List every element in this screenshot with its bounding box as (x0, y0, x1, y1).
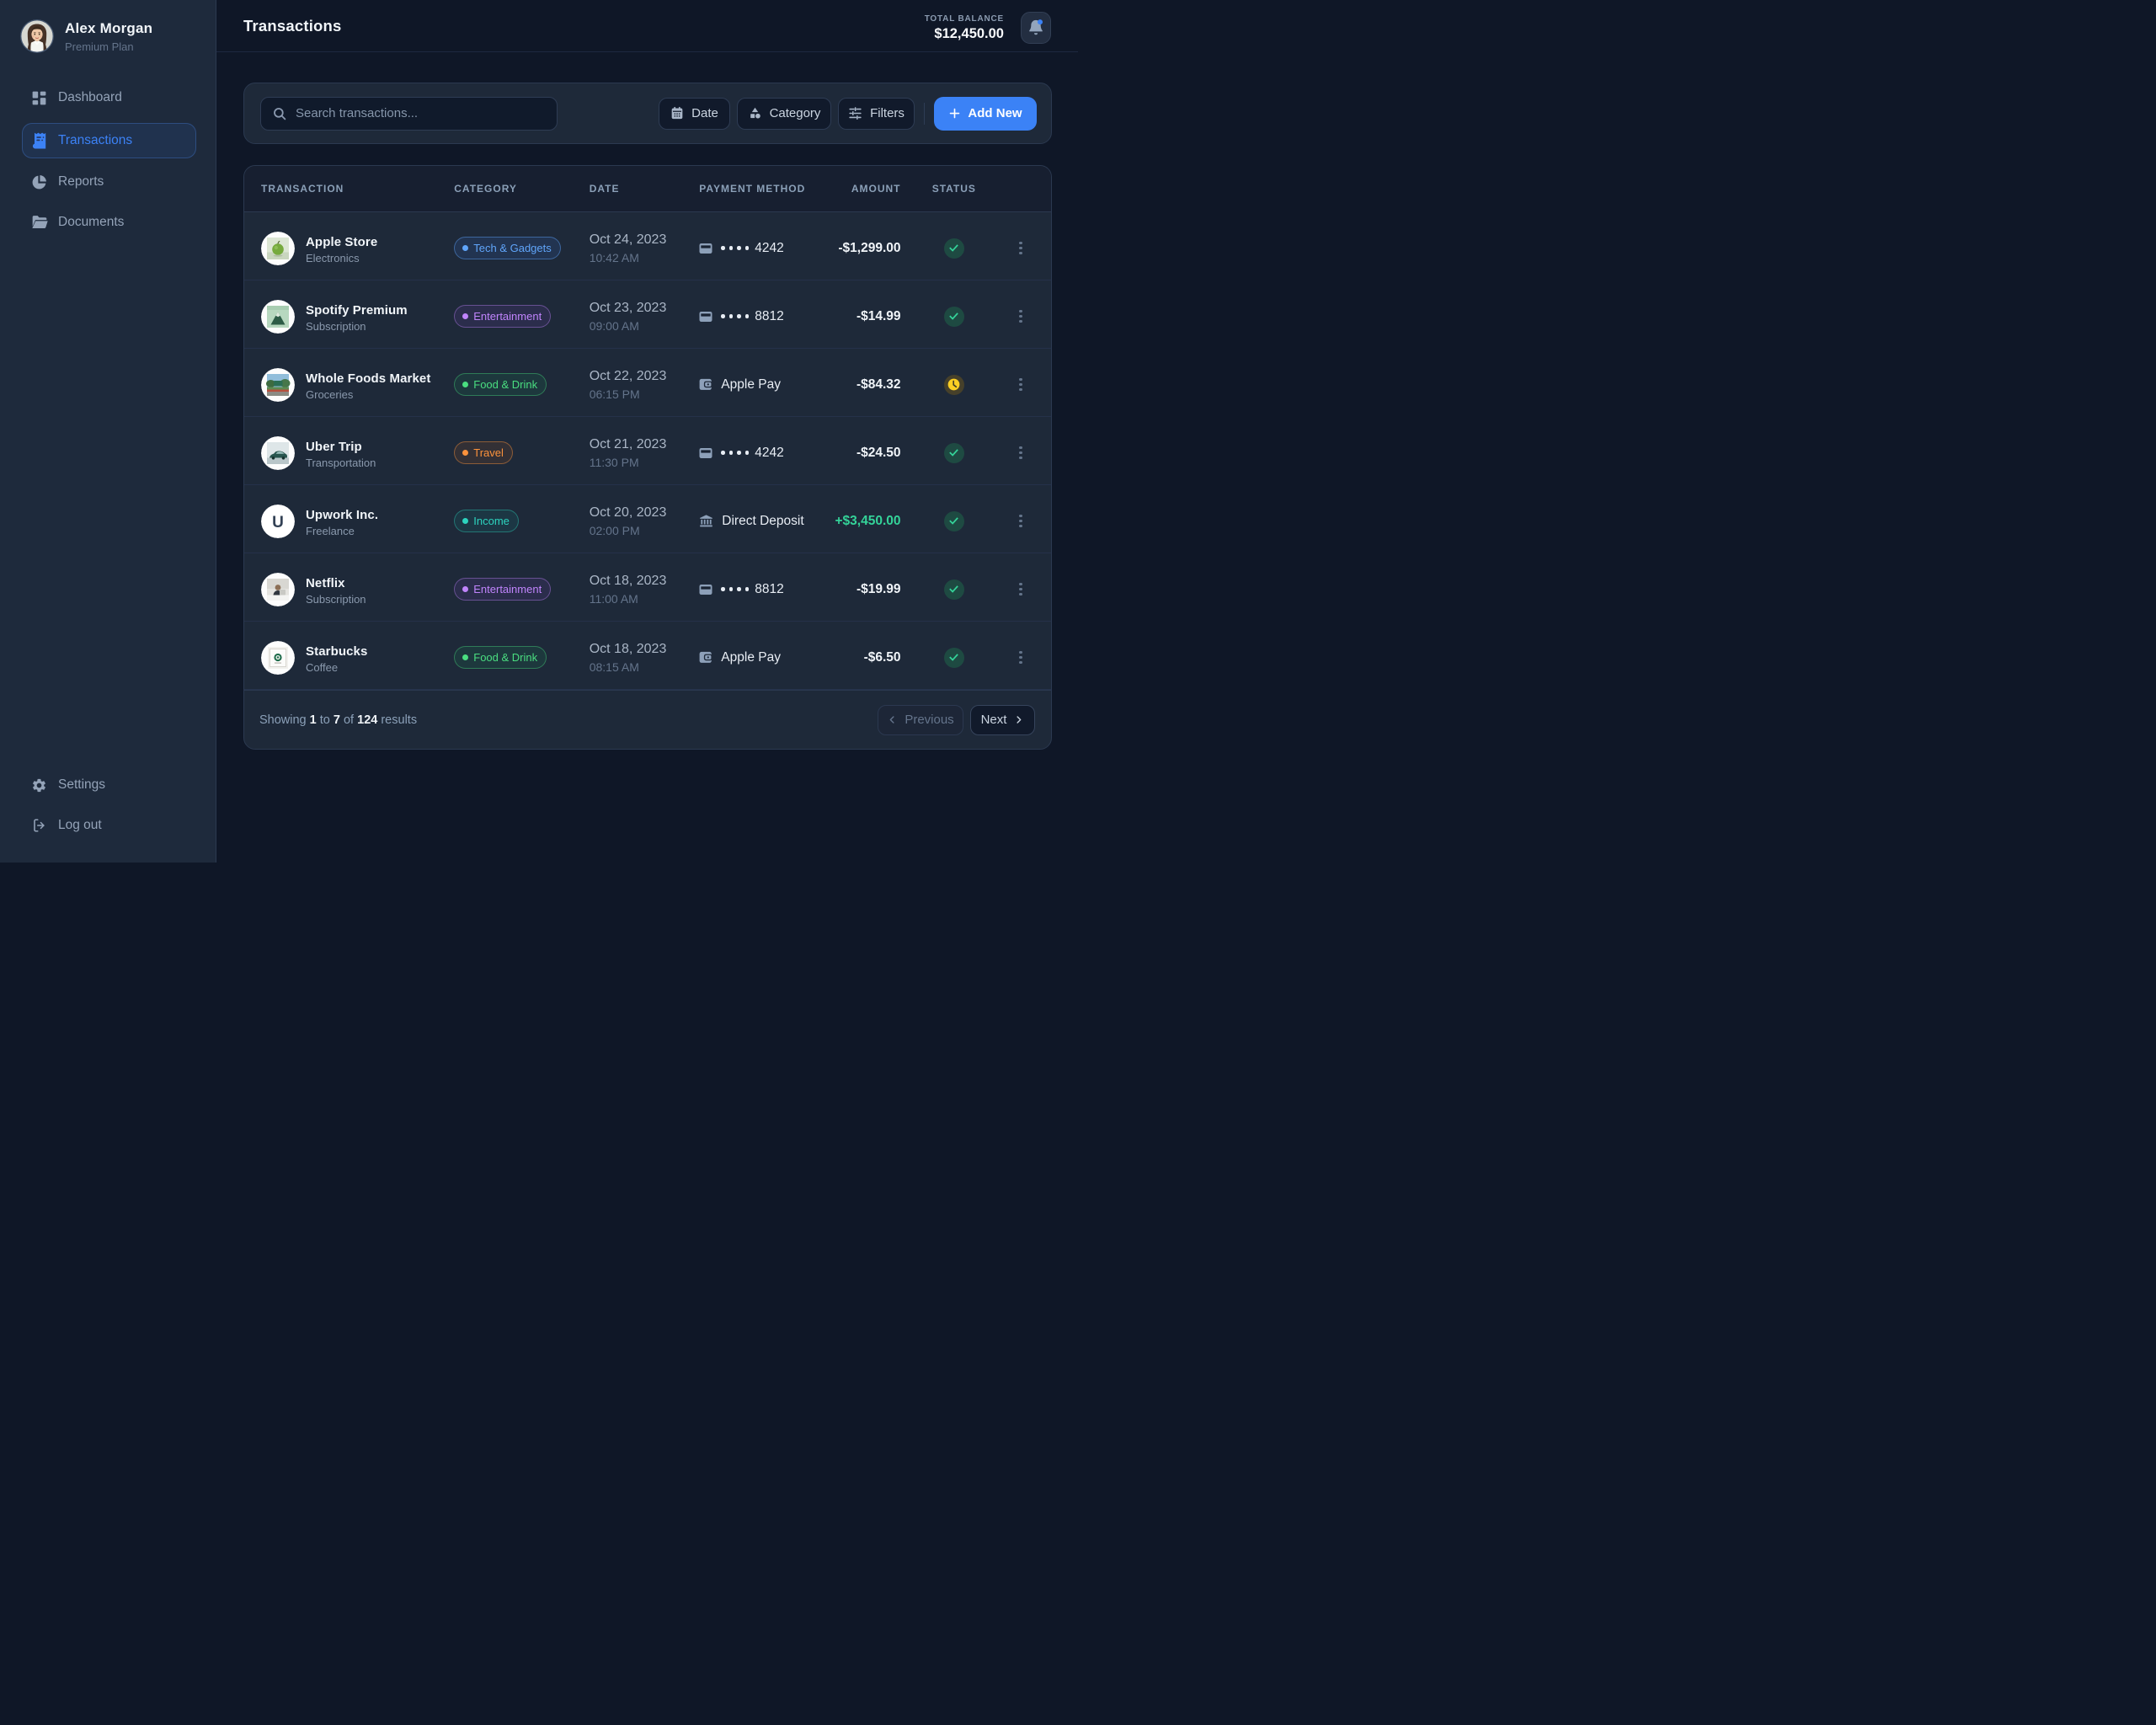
svg-text:U: U (272, 514, 284, 531)
